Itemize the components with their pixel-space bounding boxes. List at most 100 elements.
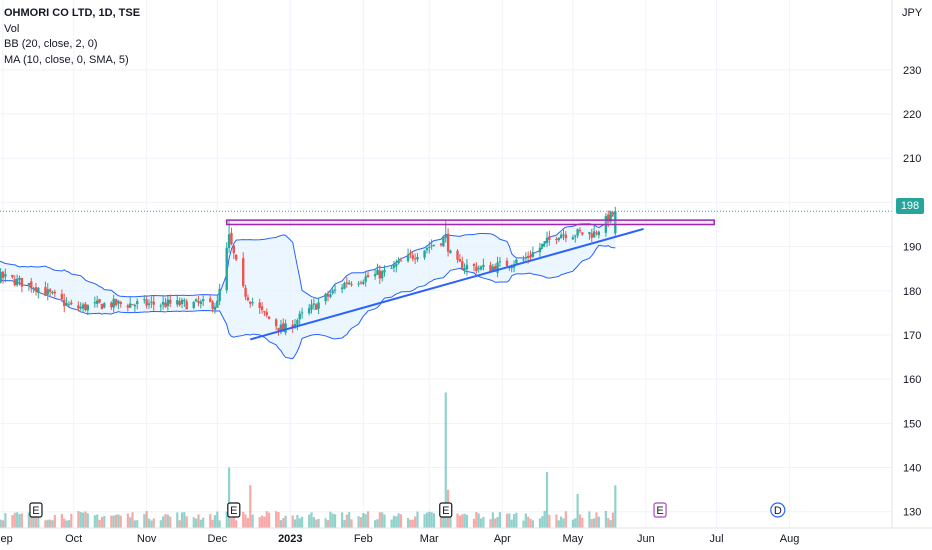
- time-tick-label: Jun: [637, 533, 655, 545]
- candle-body: [51, 291, 54, 293]
- price-axis[interactable]: 130140150160170180190200210220230: [891, 0, 921, 528]
- candle-body: [557, 237, 560, 241]
- volume-bar: [232, 514, 235, 528]
- legend-bollinger[interactable]: BB (20, close, 2, 0): [4, 38, 98, 50]
- volume-bar: [329, 511, 332, 528]
- candle-body: [114, 299, 118, 306]
- earnings-label: E: [442, 505, 449, 517]
- candle-body: [510, 266, 513, 269]
- candle-body: [230, 232, 233, 245]
- candle-body: [284, 323, 287, 333]
- candle-body: [423, 250, 426, 258]
- volume-bar: [406, 518, 410, 528]
- candle-body: [234, 254, 238, 260]
- earnings-marker: [29, 502, 43, 518]
- candlesticks: [0, 206, 617, 336]
- volume-bar: [428, 511, 431, 528]
- volume-bar: [416, 511, 419, 528]
- candle-body: [44, 287, 47, 296]
- volume-bar: [312, 517, 315, 528]
- candle-body: [333, 289, 337, 291]
- resistance-zone: [225, 219, 715, 226]
- time-axis[interactable]: Sep Oct Nov Dec 2023 Feb Mar Apr May Jun Jul Aug: [0, 527, 932, 545]
- volume-bar: [432, 513, 436, 528]
- candle-body: [119, 302, 122, 304]
- volume-bar: [543, 511, 546, 528]
- volume-bar: [522, 520, 525, 528]
- candle-body: [395, 263, 398, 267]
- candle-body: [383, 270, 386, 273]
- volume-bar: [86, 513, 89, 528]
- candle-body: [159, 305, 162, 307]
- candle-body: [242, 258, 245, 287]
- volume-bar: [100, 517, 104, 528]
- volume-bar: [475, 512, 478, 528]
- volume-bar: [218, 520, 221, 528]
- drawings[interactable]: [0, 210, 892, 341]
- volume-bar: [465, 514, 469, 528]
- candle-body: [244, 287, 247, 297]
- volume-bar: [430, 512, 433, 528]
- volume-bar: [98, 519, 101, 528]
- volume-bar: [258, 517, 261, 528]
- candle-body: [505, 260, 509, 267]
- volume-bar: [183, 512, 186, 528]
- volume-bar: [235, 520, 238, 528]
- time-tick-label: Sep: [0, 533, 13, 545]
- candle-body: [397, 260, 400, 264]
- volume-bar: [496, 517, 499, 528]
- candle-body: [538, 247, 542, 253]
- volume-bar: [277, 512, 280, 528]
- candle-body: [263, 311, 266, 313]
- volume-bar: [308, 514, 311, 528]
- volume-bar: [392, 515, 396, 528]
- volume-bar: [362, 513, 365, 528]
- candle-body: [541, 243, 544, 248]
- price-tick-label: 210: [903, 153, 921, 165]
- volume-bar: [265, 511, 268, 528]
- volume-bar: [310, 512, 313, 528]
- candle-body: [98, 299, 101, 303]
- volume-bar: [152, 518, 155, 528]
- candle-body: [4, 274, 7, 277]
- candle-body: [489, 264, 492, 272]
- candle-body: [249, 301, 252, 304]
- candle-body: [199, 301, 203, 305]
- candle-body: [416, 256, 419, 260]
- volume-bar: [112, 515, 115, 528]
- price-tick-label: 150: [903, 418, 921, 430]
- candle-body: [185, 301, 188, 310]
- candle-body: [103, 303, 106, 308]
- candle-body: [364, 276, 367, 282]
- volume-bar: [477, 513, 480, 528]
- volume-bar: [333, 514, 337, 528]
- symbol-title[interactable]: OHMORI CO LTD, 1D, TSE: [4, 7, 141, 19]
- candle-body: [564, 234, 568, 239]
- candle-body: [164, 302, 167, 308]
- volume-bar: [359, 517, 363, 528]
- candle-body: [67, 304, 71, 306]
- candle-body: [27, 283, 31, 286]
- volume-bar: [348, 512, 351, 528]
- volume-bar: [581, 517, 584, 528]
- candle-body: [279, 324, 283, 333]
- legend-moving-average[interactable]: MA (10, close, 0, SMA, 5): [4, 53, 129, 66]
- earnings-marker: [439, 502, 453, 518]
- volume-bar: [77, 511, 80, 528]
- volume-bar: [442, 513, 445, 528]
- candle-body: [100, 304, 104, 310]
- legend-volume[interactable]: Vol: [4, 22, 20, 35]
- volume-bar: [147, 518, 151, 528]
- candle-body: [227, 234, 231, 249]
- candle-body: [392, 264, 396, 268]
- bollinger-upper: [0, 211, 616, 299]
- candle-body: [65, 302, 68, 305]
- candle-body: [475, 266, 478, 272]
- candle-body: [296, 319, 299, 325]
- volume-bar: [49, 519, 52, 528]
- candle-body: [359, 282, 363, 284]
- volume-bar: [595, 512, 598, 528]
- volume-bar: [230, 518, 233, 528]
